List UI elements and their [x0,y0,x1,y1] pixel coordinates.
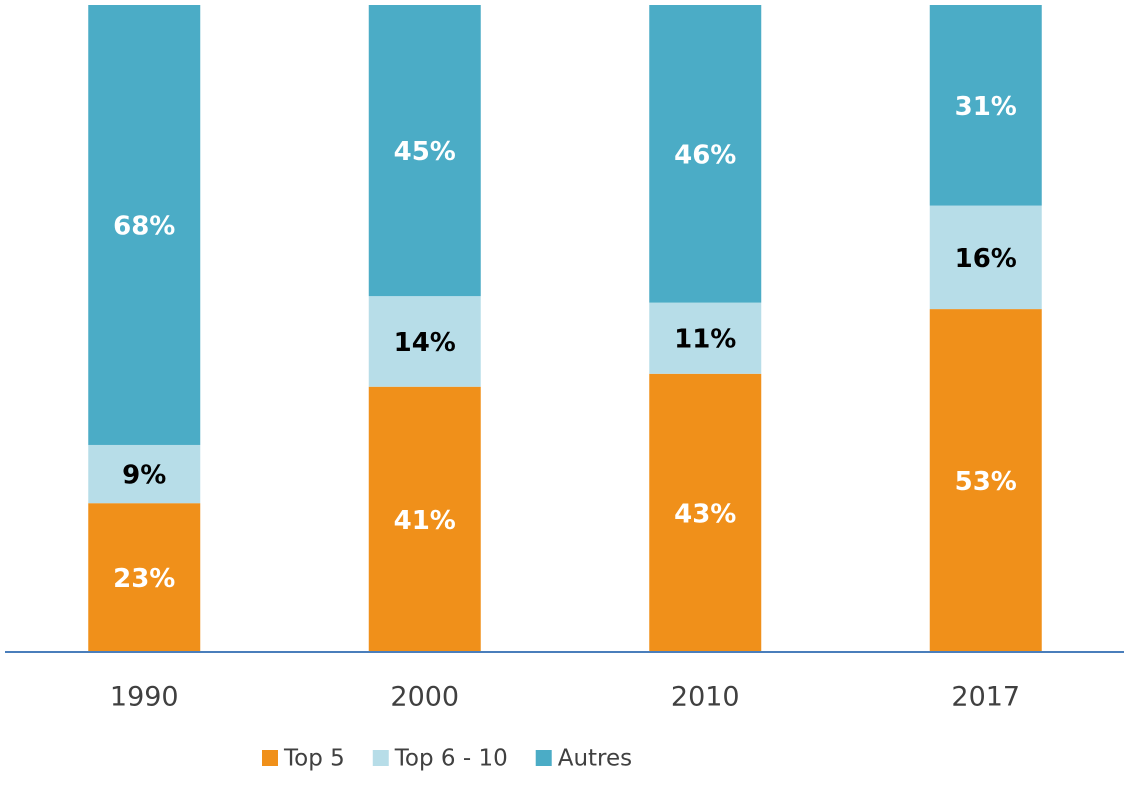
data-label: 41% [394,506,456,536]
data-label: 14% [394,328,456,358]
bar-segment [88,5,201,445]
legend-label: Top 6 - 10 [394,746,508,772]
data-label: 45% [394,137,456,167]
legend-swatch [372,750,389,766]
x-tick-label: 2017 [951,682,1020,713]
bar-segment [368,5,481,297]
data-label: 23% [113,564,175,594]
x-tick-label: 2010 [671,682,740,713]
bar-segment [649,302,762,374]
x-tick-label: 1990 [110,682,179,713]
data-label: 9% [122,461,166,491]
bar-segment [88,503,201,652]
data-label: 11% [674,325,736,355]
data-label: 53% [955,467,1017,497]
data-label: 16% [955,244,1017,274]
bar-segment [88,444,201,504]
data-label: 46% [674,140,736,170]
data-label: 43% [674,499,736,529]
bar-segment [929,309,1042,652]
legend-label: Autres [558,746,632,772]
legend-label: Top 5 [283,746,345,772]
bar-segment [368,386,481,652]
bar-segment [929,5,1042,206]
x-tick-label: 2000 [390,682,459,713]
bar-segment [929,205,1042,310]
legend-swatch [262,750,278,766]
data-label: 31% [955,92,1017,122]
bar-segment [649,373,762,652]
data-label: 68% [113,211,175,241]
bar-segment [368,296,481,387]
legend-swatch [535,750,552,766]
bar-segment [649,5,762,303]
